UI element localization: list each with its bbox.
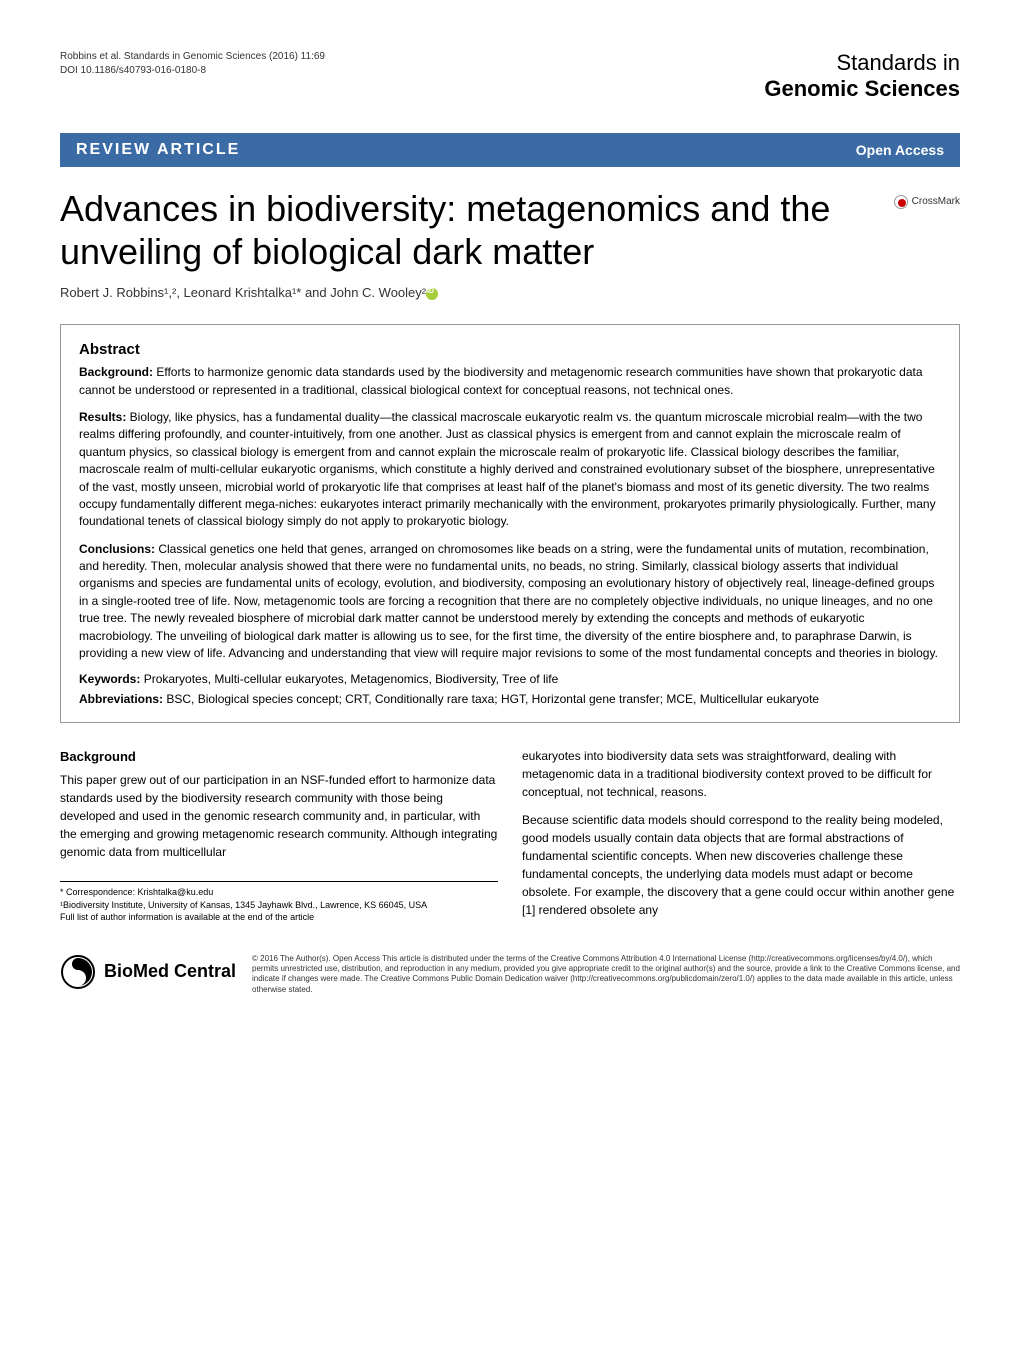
keywords-text: Prokaryotes, Multi-cellular eukaryotes, …	[140, 672, 558, 686]
citation-block: Robbins et al. Standards in Genomic Scie…	[60, 50, 325, 78]
correspondence-affiliation: ¹Biodiversity Institute, University of K…	[60, 899, 498, 912]
abbreviations-line: Abbreviations: BSC, Biological species c…	[79, 692, 941, 706]
column-right: eukaryotes into biodiversity data sets w…	[522, 747, 960, 923]
journal-line2: Genomic Sciences	[764, 76, 960, 102]
biomed-central-logo[interactable]: BioMed Central	[60, 954, 236, 990]
article-type-bar: REVIEW ARTICLE Open Access	[60, 133, 960, 167]
correspondence-email: * Correspondence: Krishtalka@ku.edu	[60, 886, 498, 899]
crossmark-icon	[894, 195, 908, 209]
license-text: © 2016 The Author(s). Open Access This a…	[252, 954, 960, 996]
title-row: Advances in biodiversity: metagenomics a…	[60, 187, 960, 285]
col2-paragraph2: Because scientific data models should co…	[522, 811, 960, 919]
results-text: Biology, like physics, has a fundamental…	[79, 410, 936, 528]
background-text: Efforts to harmonize genomic data standa…	[79, 365, 923, 396]
article-type-label: REVIEW ARTICLE	[76, 141, 240, 159]
background-label: Background:	[79, 365, 153, 379]
abstract-heading: Abstract	[79, 341, 941, 358]
column-left: Background This paper grew out of our pa…	[60, 747, 498, 923]
col1-paragraph: This paper grew out of our participation…	[60, 771, 498, 861]
crossmark-text: CrossMark	[912, 196, 960, 207]
page-header: Robbins et al. Standards in Genomic Scie…	[60, 50, 960, 103]
biomed-central-text: BioMed Central	[104, 961, 236, 982]
correspondence-block: * Correspondence: Krishtalka@ku.edu ¹Bio…	[60, 881, 498, 924]
abstract-results: Results: Biology, like physics, has a fu…	[79, 409, 941, 531]
orcid-icon[interactable]	[426, 288, 438, 300]
abstract-box: Abstract Background: Efforts to harmoniz…	[60, 324, 960, 723]
background-heading: Background	[60, 747, 498, 767]
open-access-label: Open Access	[856, 142, 944, 158]
col2-paragraph1: eukaryotes into biodiversity data sets w…	[522, 747, 960, 801]
conclusions-text: Classical genetics one held that genes, …	[79, 542, 938, 660]
article-title: Advances in biodiversity: metagenomics a…	[60, 187, 874, 273]
keywords-label: Keywords:	[79, 672, 140, 686]
results-label: Results:	[79, 410, 126, 424]
bmc-swirl-icon	[60, 954, 96, 990]
footer-row: BioMed Central © 2016 The Author(s). Ope…	[60, 954, 960, 996]
bmc-bold: BioMed Central	[104, 961, 236, 981]
correspondence-note: Full list of author information is avail…	[60, 911, 498, 924]
keywords-line: Keywords: Prokaryotes, Multi-cellular eu…	[79, 672, 941, 686]
journal-line1: Standards in	[764, 50, 960, 76]
body-columns: Background This paper grew out of our pa…	[60, 747, 960, 923]
abstract-conclusions: Conclusions: Classical genetics one held…	[79, 541, 941, 663]
citation-text: Robbins et al. Standards in Genomic Scie…	[60, 50, 325, 64]
authors-text: Robert J. Robbins¹,², Leonard Krishtalka…	[60, 285, 426, 300]
abbreviations-text: BSC, Biological species concept; CRT, Co…	[163, 692, 819, 706]
journal-name: Standards in Genomic Sciences	[764, 50, 960, 103]
authors-line: Robert J. Robbins¹,², Leonard Krishtalka…	[60, 285, 960, 300]
conclusions-label: Conclusions:	[79, 542, 155, 556]
abbreviations-label: Abbreviations:	[79, 692, 163, 706]
abstract-background: Background: Efforts to harmonize genomic…	[79, 364, 941, 399]
crossmark-badge[interactable]: CrossMark	[894, 195, 960, 209]
doi-text: DOI 10.1186/s40793-016-0180-8	[60, 64, 325, 78]
